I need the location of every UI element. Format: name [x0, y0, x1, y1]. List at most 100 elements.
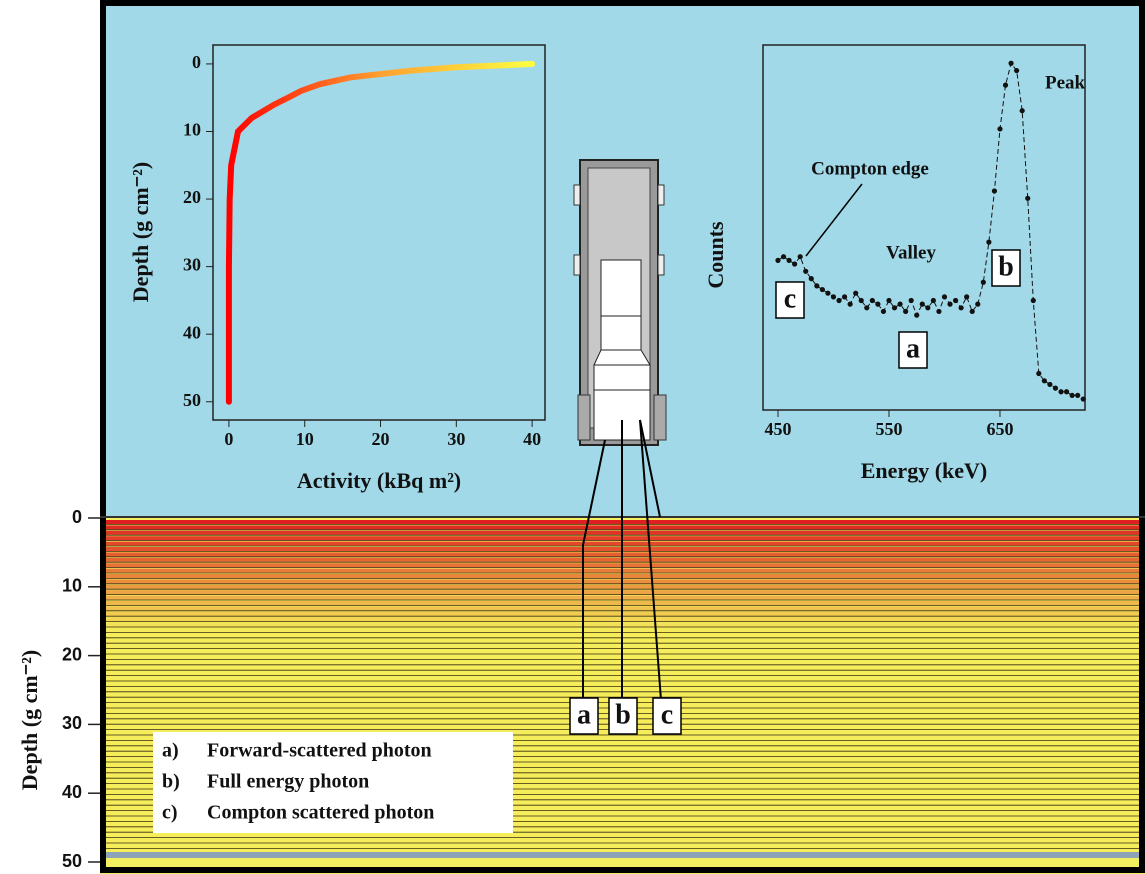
spectrum-point	[781, 254, 786, 259]
x-tick-label: 0	[224, 429, 233, 449]
soil-layer	[100, 839, 1145, 843]
plot-area	[213, 45, 545, 420]
spectrum-point	[942, 294, 947, 299]
spectrum-point	[848, 302, 853, 307]
soil-tick-label: 30	[62, 713, 82, 733]
spectrum-point	[1047, 382, 1052, 387]
y-tick-label: 30	[183, 255, 201, 275]
x-tick-label: 40	[523, 429, 541, 449]
spectrum-point	[897, 302, 902, 307]
spectrum-point	[986, 240, 991, 245]
spectrum-point	[964, 294, 969, 299]
x-tick-label: 550	[875, 419, 902, 439]
spectrum-point	[814, 283, 819, 288]
spectrum-point	[809, 276, 814, 281]
detector-label: b	[615, 699, 631, 730]
legend-text: Compton scattered photon	[207, 802, 434, 824]
spectrum-point	[775, 258, 780, 263]
spectrum-point	[842, 294, 847, 299]
y-axis-label: Counts	[703, 221, 728, 289]
spectrum-point	[925, 305, 930, 310]
spectrum-point	[1036, 371, 1041, 376]
spectrum-point	[1025, 196, 1030, 201]
spectrum-point	[936, 309, 941, 314]
y-tick-label: 40	[183, 322, 201, 342]
spectrum-point	[931, 298, 936, 303]
spectrum-point	[1053, 386, 1058, 391]
page: 0 10 20 30 40 0 10 20 30 40 50 Activity (kBq m²) Dep…	[0, 0, 1145, 874]
spectrum-point	[1064, 389, 1069, 394]
spectrum-point	[859, 298, 864, 303]
spectrum-point	[798, 254, 803, 259]
legend-key: c)	[162, 802, 178, 824]
spectrum-point	[1008, 61, 1013, 66]
soil-axis-label: Depth (g cm⁻²)	[17, 650, 42, 790]
spectrum-point	[1081, 396, 1086, 401]
spectrum-label: b	[998, 251, 1014, 282]
spectrum-point	[903, 309, 908, 314]
legend-key: a)	[162, 740, 179, 762]
soil-tick-label: 40	[62, 782, 82, 802]
spectrum-point	[792, 261, 797, 266]
spectrum-point	[870, 298, 875, 303]
spectrum-point	[875, 302, 880, 307]
spectrum-point	[970, 309, 975, 314]
x-tick-label: 20	[372, 429, 390, 449]
x-tick-label: 30	[447, 429, 465, 449]
spectrum-point	[997, 126, 1002, 131]
annotation: Compton edge	[811, 158, 929, 179]
spectrum-point	[1075, 393, 1080, 398]
spectrum-point	[920, 302, 925, 307]
figure: 0 10 20 30 40 0 10 20 30 40 50 Activity (kBq m²) Dep…	[0, 0, 1145, 874]
spectrum-point	[1031, 298, 1036, 303]
y-tick-label: 0	[192, 52, 201, 72]
soil-layer	[100, 833, 1145, 837]
spectrum-point	[1058, 389, 1063, 394]
spectrum-point	[803, 269, 808, 274]
soil-tick-label: 0	[72, 507, 82, 527]
spectrum-point	[909, 298, 914, 303]
spectrum-point	[786, 258, 791, 263]
spectrum-point	[981, 280, 986, 285]
spectrum-point	[975, 302, 980, 307]
soil-tick-label: 10	[62, 576, 82, 596]
spectrum-point	[1014, 68, 1019, 73]
spectrum-point	[881, 309, 886, 314]
x-axis-label: Activity (kBq m²)	[297, 468, 461, 493]
soil-layer	[100, 844, 1145, 848]
soil-tick-label: 50	[62, 851, 82, 871]
annotation: Valley	[886, 242, 936, 263]
x-tick-label: 450	[764, 419, 791, 439]
y-axis-label: Depth (g cm⁻²)	[128, 162, 153, 302]
spectrum-point	[992, 188, 997, 193]
detector	[574, 160, 666, 445]
spectrum-point	[1020, 108, 1025, 113]
spectrum-point	[853, 291, 858, 296]
spectrum-label: a	[906, 333, 920, 364]
spectrum-point	[820, 287, 825, 292]
x-tick-label: 650	[986, 419, 1013, 439]
x-axis-label: Energy (keV)	[861, 458, 987, 483]
spectrum-point	[947, 302, 952, 307]
spectrum-point	[886, 298, 891, 303]
bedrock	[100, 852, 1145, 858]
spectrum-point	[914, 313, 919, 318]
spectrum-point	[831, 294, 836, 299]
spectrum-point	[1003, 83, 1008, 88]
soil-tick-label: 20	[62, 644, 82, 664]
legend-key: b)	[162, 771, 180, 793]
spectrum-point	[836, 298, 841, 303]
y-tick-label: 50	[183, 390, 201, 410]
detector-label: a	[577, 699, 591, 730]
spectrum-point	[1070, 393, 1075, 398]
legend-text: Forward-scattered photon	[207, 740, 432, 762]
spectrum-point	[864, 305, 869, 310]
x-tick-label: 10	[296, 429, 314, 449]
legend-text: Full energy photon	[207, 771, 369, 793]
y-tick-label: 10	[183, 120, 201, 140]
detector-label: c	[661, 699, 673, 730]
spectrum-point	[953, 298, 958, 303]
spectrum-point	[959, 305, 964, 310]
spectrum-point	[892, 305, 897, 310]
annotation: Peak	[1045, 72, 1086, 93]
